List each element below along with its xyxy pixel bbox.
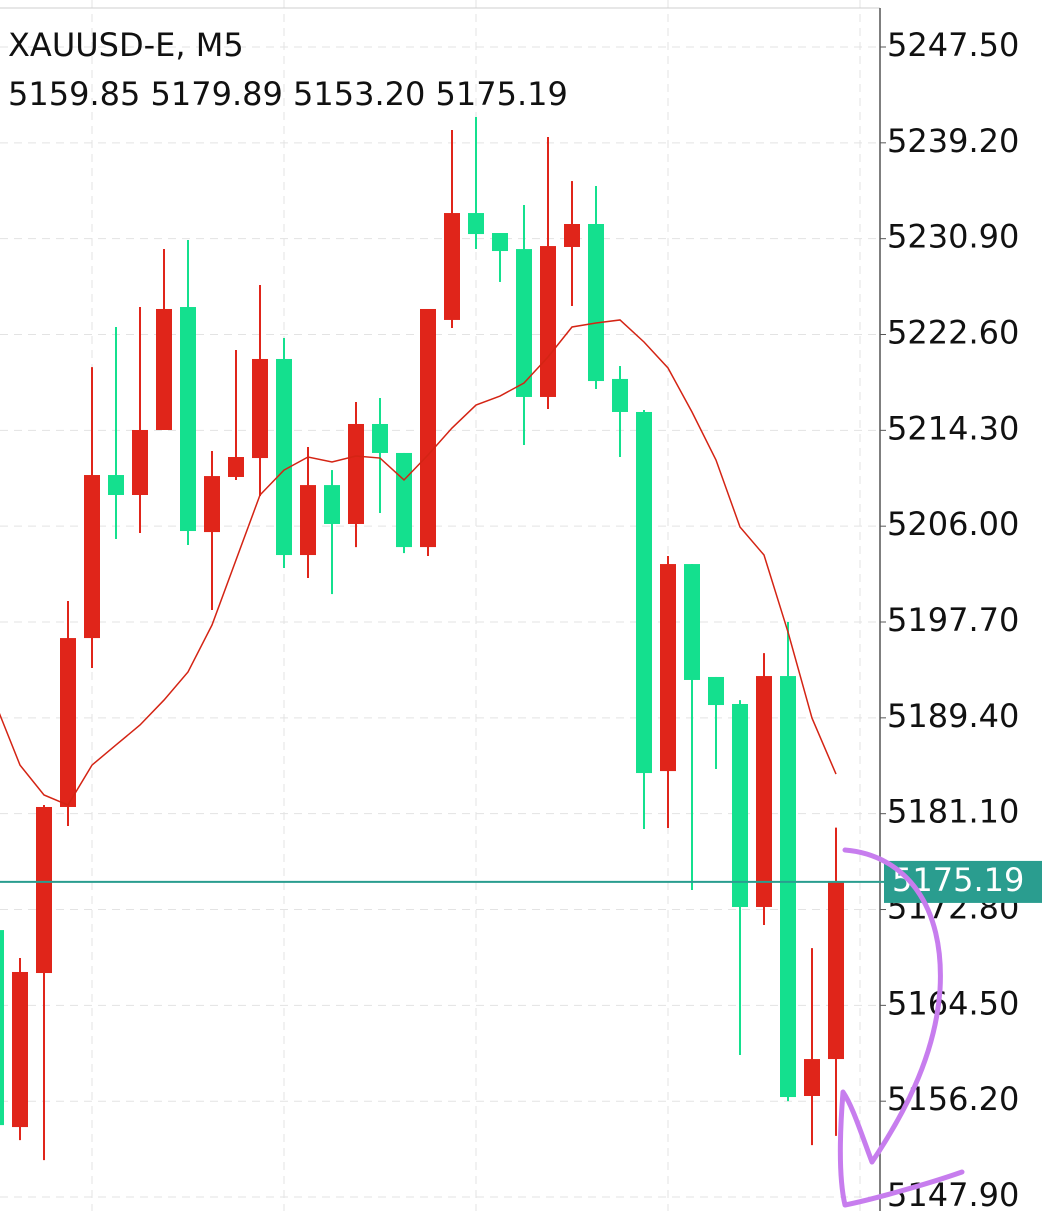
candle-body: [828, 881, 844, 1060]
candle-body: [588, 224, 604, 382]
chart-title: XAUUSD-E, M5: [8, 26, 244, 64]
candle-body: [12, 971, 28, 1128]
candle-body: [0, 930, 4, 1126]
candle-body: [36, 806, 52, 974]
y-tick-label: 5230.90: [887, 218, 1019, 256]
candle-body: [132, 429, 148, 495]
current-price-label: 5175.19: [892, 861, 1024, 899]
candle-body: [468, 213, 484, 235]
y-tick-label: 5222.60: [887, 314, 1019, 352]
candle-body: [780, 676, 796, 1098]
y-tick-label: 5164.50: [887, 984, 1019, 1022]
candle-body: [612, 378, 628, 412]
candle-body: [324, 485, 340, 524]
candle-body: [60, 638, 76, 807]
candle-body: [684, 564, 700, 680]
candle-body: [516, 249, 532, 397]
candle-body: [396, 452, 412, 548]
candle-body: [564, 224, 580, 247]
ohlc-readout: 5159.85 5179.89 5153.20 5175.19: [8, 75, 568, 113]
candle-body: [636, 411, 652, 774]
y-tick-label: 5206.00: [887, 505, 1019, 543]
candle-body: [492, 233, 508, 252]
candle-body: [180, 307, 196, 532]
candle-body: [804, 1059, 820, 1096]
candle-body: [156, 308, 172, 430]
candle-body: [84, 475, 100, 639]
candle-body: [708, 676, 724, 706]
y-tick-label: 5239.20: [887, 122, 1019, 160]
candle-body: [732, 703, 748, 907]
candle-body: [372, 423, 388, 453]
y-tick-label: 5214.30: [887, 409, 1019, 447]
candle-body: [660, 564, 676, 772]
moving-average-line: [0, 319, 837, 806]
candle-body: [540, 246, 556, 397]
candle-body: [420, 308, 436, 548]
y-tick-label: 5197.70: [887, 601, 1019, 639]
y-tick-label: 5147.90: [887, 1176, 1019, 1211]
candle-body: [108, 475, 124, 495]
candle-body: [228, 457, 244, 477]
grid: [0, 0, 880, 1211]
candle-body: [444, 213, 460, 320]
y-tick-label: 5247.50: [887, 26, 1019, 64]
candle-body: [348, 423, 364, 524]
candle-body: [252, 358, 268, 459]
y-tick-label: 5181.10: [887, 793, 1019, 831]
candle-body: [756, 676, 772, 907]
candle-body: [276, 358, 292, 556]
candle-body: [204, 476, 220, 533]
hand-drawn-arrow: [837, 847, 965, 1208]
y-tick-label: 5189.40: [887, 697, 1019, 735]
candle-body: [300, 485, 316, 556]
